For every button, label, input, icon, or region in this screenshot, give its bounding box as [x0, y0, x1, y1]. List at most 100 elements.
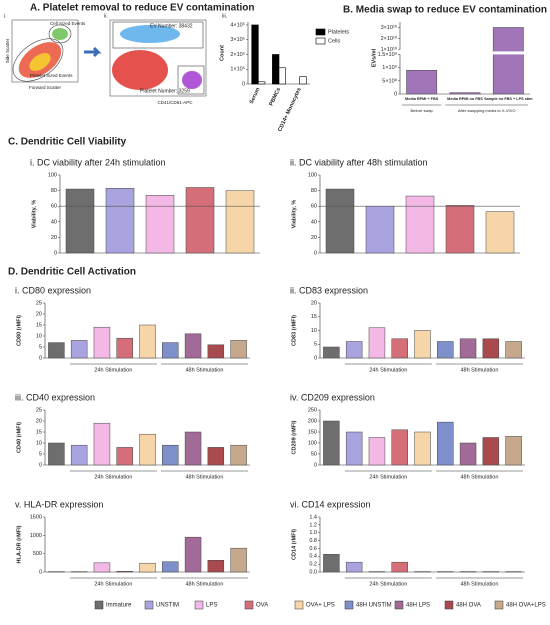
bar [323, 421, 339, 465]
y-tick-label: 15 [36, 322, 42, 328]
bar [323, 554, 339, 572]
bar [407, 70, 437, 94]
y-tick-label: 5 [314, 342, 317, 348]
y-tick-label: 0 [314, 250, 317, 256]
chart-title: ii. DC viability after 48h stimulation [290, 157, 428, 167]
group-label: 48h Stimulation [185, 581, 223, 587]
y-tick-label: 3×10⁵ [230, 36, 245, 43]
bar [392, 430, 408, 465]
bar [208, 345, 224, 358]
bar [208, 560, 224, 572]
x-axis-label: Forward Scatter [29, 85, 62, 90]
bar [208, 447, 224, 465]
bar [460, 443, 476, 465]
y-axis-label: CD83 (rMFI) [291, 315, 297, 346]
section-title: C. Dendritic Cell Viability [8, 137, 127, 148]
bar [146, 195, 174, 253]
arrow [84, 48, 98, 56]
y-tick-label: 100 [308, 440, 317, 446]
bar [450, 93, 480, 94]
bar [252, 25, 259, 84]
bar [71, 340, 87, 358]
y-tick-label: 0.2 [309, 562, 317, 568]
legend-label: 48H UNSTIM [356, 603, 392, 609]
bar [185, 334, 201, 358]
legend-swatch [316, 29, 325, 35]
y-tick-label: 0 [394, 91, 397, 97]
y-tick-label: 2×10⁵ [230, 51, 245, 58]
group-label: 24h Stimulation [94, 581, 132, 587]
y-axis-label: EVs/ml [371, 48, 377, 67]
bar [446, 205, 474, 253]
chart-title: iv. CD209 expression [290, 392, 375, 402]
count-label: Platelet Number: 3259 [140, 88, 190, 94]
y-tick-label: 250 [308, 407, 317, 413]
chart-title: ii. CD83 expression [290, 285, 368, 295]
y-tick-label: 0 [54, 250, 57, 256]
bar [392, 562, 408, 572]
chart-title: iii. CD40 expression [15, 392, 95, 402]
chart-title: vi. CD14 expression [290, 499, 371, 509]
group-label: 24h Stimulation [369, 581, 407, 587]
legend-swatch [295, 601, 303, 609]
y-tick-label: 0 [242, 81, 245, 87]
y-tick-label: 5 [39, 344, 42, 350]
legend-swatch [195, 601, 203, 609]
y-tick-label: 1500 [30, 514, 42, 520]
bar [186, 187, 214, 253]
y-tick-label: 100 [308, 172, 317, 178]
bar [506, 436, 522, 465]
y-axis-label: CD14 (rMFI) [291, 529, 297, 560]
y-tick-label: 1×10¹⁰ [381, 46, 398, 53]
bar [326, 189, 354, 253]
chart-title: i. DC viability after 24h stimulation [30, 157, 166, 167]
group-label: 48h Stimulation [460, 367, 498, 373]
bar [117, 338, 133, 358]
y-tick-label: 80 [51, 188, 57, 194]
group-label: 24h Stimulation [369, 367, 407, 373]
bar [140, 434, 156, 465]
legend-swatch [395, 601, 403, 609]
bar [392, 339, 408, 358]
bar [437, 422, 453, 465]
bar [460, 339, 476, 358]
legend-label: Immature [106, 603, 132, 609]
y-tick-label: 5 [39, 451, 42, 457]
bar [415, 331, 431, 359]
bar [300, 77, 307, 84]
bar [406, 196, 434, 253]
bar [346, 562, 362, 572]
flow-plot-1: Cell Sized Events Platelet Sized Events … [5, 20, 86, 90]
group-label: 24h Stimulation [94, 367, 132, 373]
y-tick-label: 0 [39, 462, 42, 468]
bar [483, 339, 499, 358]
legend-label: 48H OVA [456, 603, 481, 609]
y-axis-label: HLA-DR (rMFI) [16, 525, 22, 563]
x-tick-label: CD14+ Monocytes [277, 87, 303, 133]
bar [346, 432, 362, 465]
y-tick-label: 40 [51, 219, 57, 225]
x-tick-label: Serum [249, 87, 262, 105]
bar [94, 563, 110, 572]
bar [272, 54, 279, 84]
x-axis-label: CD41/CD61-APC [157, 100, 193, 105]
bar [71, 445, 87, 465]
x-tick-label: Sample no FBS + LPS stim [484, 97, 533, 101]
y-tick-label: 0.8 [309, 538, 317, 544]
bar [94, 327, 110, 358]
section-title: D. Dendritic Cell Activation [8, 267, 136, 278]
bar [486, 212, 514, 253]
bar [369, 438, 385, 466]
y-tick-label: 5×10⁸ [382, 77, 397, 84]
y-tick-label: 0 [39, 569, 42, 575]
bar [226, 191, 254, 253]
y-axis-label: Side Scatter [5, 38, 10, 63]
bar [66, 189, 94, 253]
y-tick-label: 0.6 [309, 546, 317, 552]
bar [94, 423, 110, 465]
y-tick-label: 20 [311, 300, 317, 306]
y-tick-label: 0 [314, 462, 317, 468]
bar [231, 445, 247, 465]
group-label: 48h Stimulation [460, 581, 498, 587]
chart-title: v. HLA-DR expression [15, 499, 103, 509]
